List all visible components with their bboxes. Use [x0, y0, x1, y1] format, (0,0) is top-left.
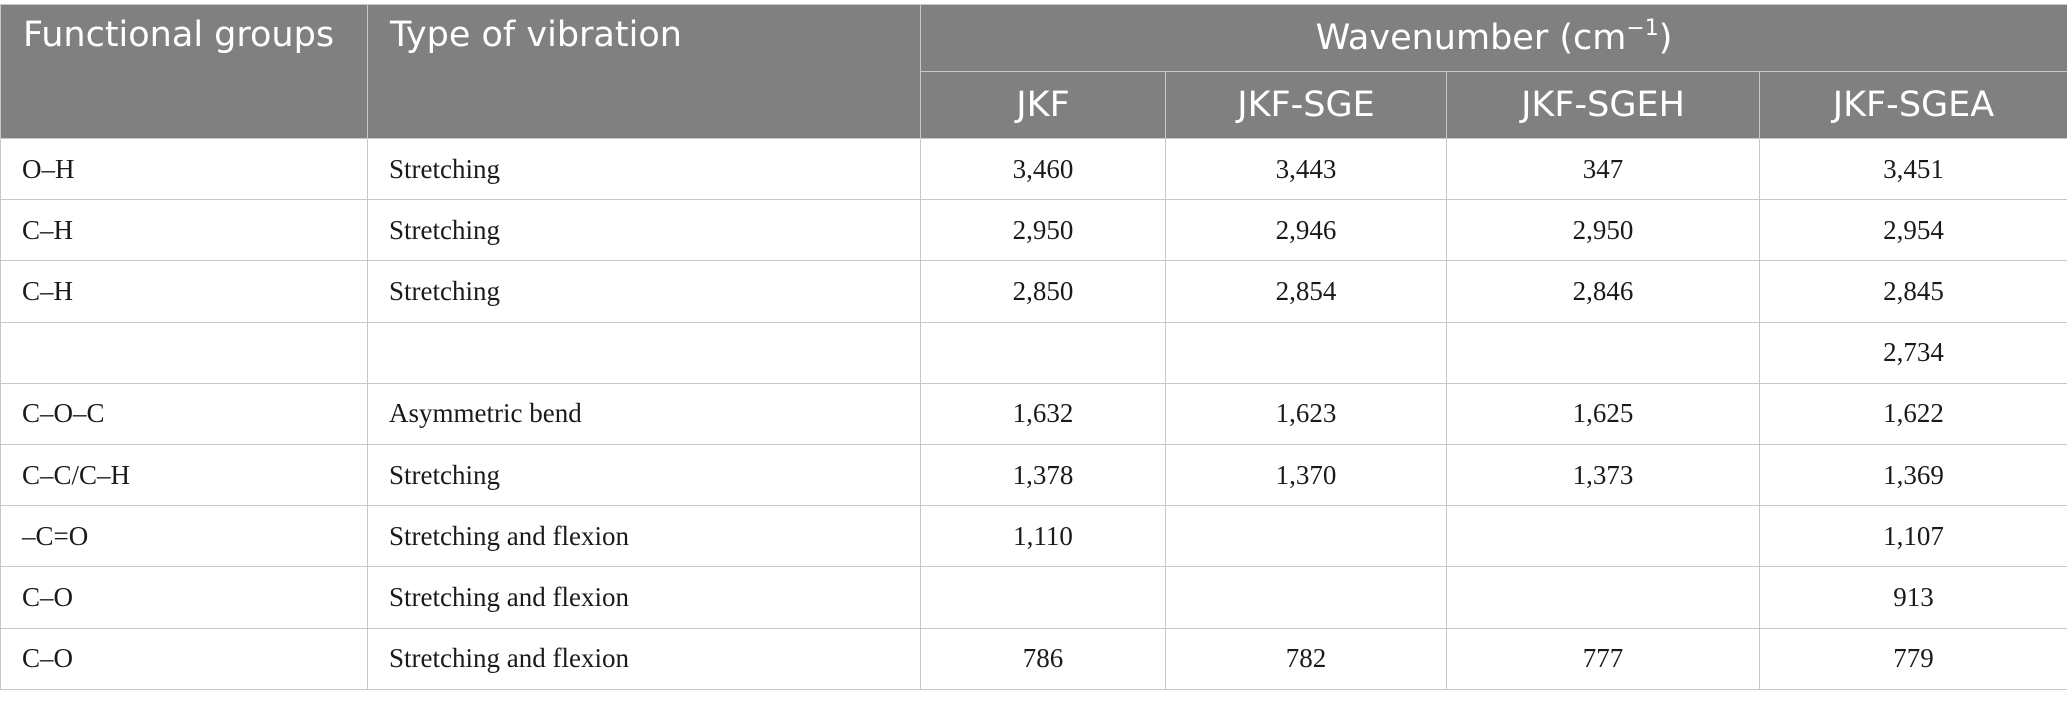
cell-jkf-sgea: 1,622	[1759, 382, 2067, 445]
cell-jkf-sgea: 3,451	[1759, 137, 2067, 201]
cell-jkf-sge: 2,854	[1165, 260, 1447, 323]
cell-functional-group: C–C/C–H	[0, 443, 368, 507]
cell-jkf-sgea: 2,734	[1759, 321, 2067, 384]
table-row: –C=O Stretching and flexion 1,110 1,107	[0, 505, 2067, 568]
cell-jkf-sgeh: 2,950	[1446, 199, 1760, 262]
header-functional-groups: Functional groups	[0, 4, 368, 139]
cell-functional-group: C–O	[0, 566, 368, 629]
cell-functional-group: C–H	[0, 260, 368, 323]
cell-functional-group: C–O–C	[0, 382, 368, 445]
table-row: C–O Stretching and flexion 786 782 777 779	[0, 627, 2067, 690]
header-sample-jkf-sge: JKF-SGE	[1165, 71, 1447, 139]
cell-jkf-sgea: 779	[1759, 627, 2067, 690]
cell-functional-group: –C=O	[0, 505, 368, 568]
cell-functional-group	[0, 321, 368, 384]
cell-vibration-type: Stretching	[367, 199, 921, 262]
cell-jkf	[920, 321, 1166, 384]
cell-jkf: 1,632	[920, 382, 1166, 445]
table-row: O–H Stretching 3,460 3,443 347 3,451	[0, 137, 2067, 201]
cell-jkf-sgeh: 2,846	[1446, 260, 1760, 323]
cell-jkf-sgeh	[1446, 505, 1760, 568]
header-wavenumber: Wavenumber (cm−1)	[920, 4, 2067, 72]
cell-jkf-sge: 1,623	[1165, 382, 1447, 445]
cell-jkf-sge: 3,443	[1165, 137, 1447, 201]
table-row: C–H Stretching 2,950 2,946 2,950 2,954	[0, 199, 2067, 262]
cell-functional-group: C–O	[0, 627, 368, 690]
header-sample-jkf-sgea: JKF-SGEA	[1759, 71, 2067, 139]
header-sample-jkf-sgeh: JKF-SGEH	[1446, 71, 1760, 139]
cell-jkf: 3,460	[920, 137, 1166, 201]
table-row: C–C/C–H Stretching 1,378 1,370 1,373 1,369	[0, 443, 2067, 507]
header-type-of-vibration: Type of vibration	[367, 4, 921, 139]
cell-jkf	[920, 566, 1166, 629]
cell-jkf-sgeh	[1446, 321, 1760, 384]
cell-jkf: 2,850	[920, 260, 1166, 323]
ftir-wavenumber-table: Functional groups Type of vibration Wave…	[0, 4, 2067, 690]
cell-vibration-type: Stretching and flexion	[367, 505, 921, 568]
cell-jkf-sgeh: 1,373	[1446, 443, 1760, 507]
table-row: 2,734	[0, 321, 2067, 384]
wavenumber-close-paren: )	[1658, 18, 1673, 58]
cell-vibration-type: Asymmetric bend	[367, 382, 921, 445]
table-header: Functional groups Type of vibration Wave…	[0, 4, 2067, 139]
cell-jkf: 1,110	[920, 505, 1166, 568]
cell-jkf-sgeh: 347	[1446, 137, 1760, 201]
cell-jkf-sge	[1165, 321, 1447, 384]
cell-jkf-sge: 1,370	[1165, 443, 1447, 507]
cell-jkf-sgea: 1,369	[1759, 443, 2067, 507]
cell-functional-group: C–H	[0, 199, 368, 262]
table-row: C–O Stretching and flexion 913	[0, 566, 2067, 629]
cell-jkf-sgea: 2,845	[1759, 260, 2067, 323]
cell-jkf-sgea: 1,107	[1759, 505, 2067, 568]
cell-jkf-sgeh: 777	[1446, 627, 1760, 690]
cell-functional-group: O–H	[0, 137, 368, 201]
cell-jkf-sge	[1165, 505, 1447, 568]
cell-jkf-sge: 782	[1165, 627, 1447, 690]
wavenumber-label: Wavenumber (cm	[1315, 18, 1627, 58]
header-sample-jkf: JKF	[920, 71, 1166, 139]
cell-jkf-sgea: 913	[1759, 566, 2067, 629]
cell-jkf: 786	[920, 627, 1166, 690]
table-row: C–H Stretching 2,850 2,854 2,846 2,845	[0, 260, 2067, 323]
cell-jkf-sgea: 2,954	[1759, 199, 2067, 262]
table-row: C–O–C Asymmetric bend 1,632 1,623 1,625 1,622	[0, 382, 2067, 445]
cell-vibration-type: Stretching and flexion	[367, 566, 921, 629]
cell-vibration-type: Stretching	[367, 260, 921, 323]
wavenumber-unit-exponent: −1	[1626, 16, 1659, 41]
cell-vibration-type	[367, 321, 921, 384]
cell-jkf-sge	[1165, 566, 1447, 629]
cell-jkf-sgeh	[1446, 566, 1760, 629]
cell-jkf: 1,378	[920, 443, 1166, 507]
cell-vibration-type: Stretching	[367, 137, 921, 201]
cell-jkf-sge: 2,946	[1165, 199, 1447, 262]
cell-vibration-type: Stretching	[367, 443, 921, 507]
cell-jkf-sgeh: 1,625	[1446, 382, 1760, 445]
cell-jkf: 2,950	[920, 199, 1166, 262]
cell-vibration-type: Stretching and flexion	[367, 627, 921, 690]
table-body: O–H Stretching 3,460 3,443 347 3,451 C–H Stretc…	[0, 137, 2067, 690]
